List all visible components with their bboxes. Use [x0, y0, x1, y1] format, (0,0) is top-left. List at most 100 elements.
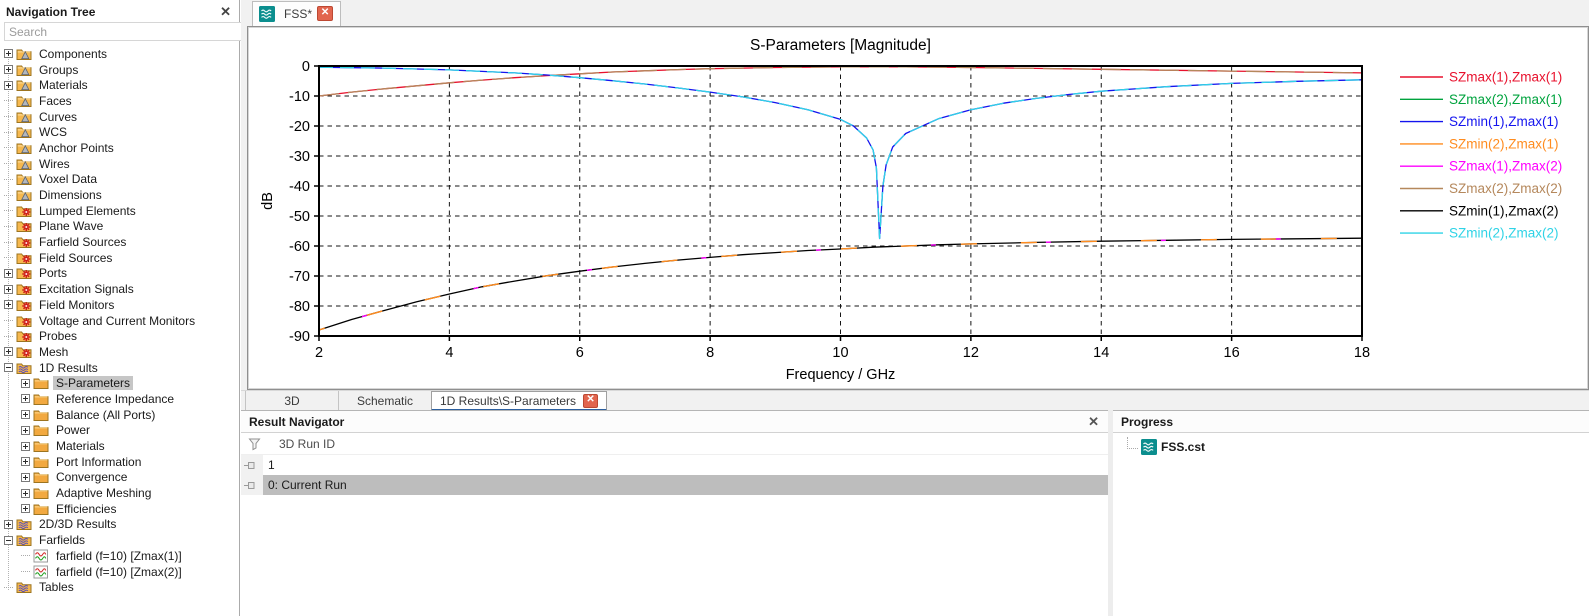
tree-item-farfield-f-10-zmax-1[interactable]: farfield (f=10) [Zmax(1)]: [0, 548, 239, 564]
close-icon[interactable]: ✕: [220, 4, 231, 19]
tree-connector: [4, 147, 13, 149]
close-tab-icon[interactable]: ✕: [317, 6, 334, 21]
run-id-row-0-current-run[interactable]: 0: Current Run: [241, 475, 1108, 495]
x-tick-label: 16: [1224, 345, 1240, 361]
close-tab-icon[interactable]: ✕: [583, 393, 599, 408]
tree-item-plane-wave[interactable]: Plane Wave: [0, 219, 239, 235]
tree-item-farfield-sources[interactable]: Farfield Sources: [0, 234, 239, 250]
tree-item-adaptive-meshing[interactable]: Adaptive Meshing: [0, 485, 239, 501]
view-tab-schematic[interactable]: Schematic: [338, 391, 431, 411]
curve-reflection: [318, 66, 1363, 97]
expand-icon[interactable]: [21, 504, 30, 514]
tree-item-probes[interactable]: Probes: [0, 328, 239, 344]
tree-item-wcs[interactable]: WCS: [0, 124, 239, 140]
folder-cone-icon: [16, 125, 32, 139]
tree-item-label: Probes: [39, 329, 78, 344]
expand-icon[interactable]: [4, 49, 13, 59]
tree-item-voxel-data[interactable]: Voxel Data: [0, 172, 239, 188]
expand-icon[interactable]: [21, 425, 30, 435]
pin-icon[interactable]: [241, 475, 263, 495]
tree-item-anchor-points[interactable]: Anchor Points: [0, 140, 239, 156]
expand-icon[interactable]: [4, 300, 13, 310]
legend-entry[interactable]: SZmax(1),Zmax(1): [1449, 70, 1562, 85]
expand-icon[interactable]: [21, 457, 30, 467]
legend-entry[interactable]: SZmin(2),Zmax(2): [1449, 226, 1559, 241]
tree-connector: [21, 555, 30, 557]
view-tab-3d[interactable]: 3D: [245, 391, 338, 411]
collapse-icon[interactable]: [4, 535, 13, 545]
tree-item-curves[interactable]: Curves: [0, 109, 239, 125]
expand-icon[interactable]: [4, 519, 13, 529]
expand-icon[interactable]: [21, 488, 30, 498]
y-tick-label: -70: [289, 269, 310, 285]
progress-title: Progress: [1121, 415, 1174, 429]
collapse-icon[interactable]: [4, 363, 13, 373]
legend-entry[interactable]: SZmax(2),Zmax(2): [1449, 181, 1562, 196]
result-navigator-rows: 1 0: Current Run: [241, 455, 1108, 495]
panel-splitter[interactable]: [1108, 410, 1113, 616]
document-tab-fss[interactable]: FSS* ✕: [252, 1, 342, 26]
expand-icon[interactable]: [4, 347, 13, 357]
tree-item-reference-impedance[interactable]: Reference Impedance: [0, 391, 239, 407]
tree-item-tables[interactable]: Tables: [0, 579, 239, 595]
tree-item-dimensions[interactable]: Dimensions: [0, 187, 239, 203]
tree-item-label: Voltage and Current Monitors: [39, 313, 196, 328]
legend-entry[interactable]: SZmax(1),Zmax(2): [1449, 159, 1562, 174]
s-parameters-chart: 2 4 6 8 10 12 14 16 18 0 -10 -20 -30 -40 -50 -60 -70 -80 -…: [260, 37, 1562, 383]
close-icon[interactable]: ✕: [1088, 414, 1099, 429]
tree-item-label: Power: [56, 423, 91, 438]
tree-item-groups[interactable]: Groups: [0, 62, 239, 78]
folder-icon: [33, 392, 49, 406]
tree-item-excitation-signals[interactable]: Excitation Signals: [0, 281, 239, 297]
folder-cone-icon: [16, 141, 32, 155]
tree-item-balance-all-ports[interactable]: Balance (All Ports): [0, 407, 239, 423]
tree-item-2d-3d-results[interactable]: 2D/3D Results: [0, 517, 239, 533]
legend-entry[interactable]: SZmin(2),Zmax(1): [1449, 136, 1559, 151]
tree-item-port-information[interactable]: Port Information: [0, 454, 239, 470]
tree-item-field-sources[interactable]: Field Sources: [0, 250, 239, 266]
tree-connector: [4, 210, 13, 212]
view-tab-bar: 3D Schematic 1D Results\S-Parameters ✕: [241, 390, 1589, 411]
expand-icon[interactable]: [21, 472, 30, 482]
expand-icon[interactable]: [21, 378, 30, 388]
tree-item-label: Field Monitors: [39, 297, 115, 312]
tree-item-materials[interactable]: Materials: [0, 438, 239, 454]
chart-icon: [33, 565, 49, 579]
tree-item-mesh[interactable]: Mesh: [0, 344, 239, 360]
expand-icon[interactable]: [21, 394, 30, 404]
expand-icon[interactable]: [4, 65, 13, 75]
run-id-row-1[interactable]: 1: [241, 455, 1108, 475]
tree-item-components[interactable]: Components: [0, 46, 239, 62]
tree-item-materials[interactable]: Materials: [0, 77, 239, 93]
tree-item-convergence[interactable]: Convergence: [0, 470, 239, 486]
curve-transmission: [318, 66, 1363, 240]
tree-item-label: Wires: [39, 156, 70, 171]
tree-item-voltage-and-current-monitors[interactable]: Voltage and Current Monitors: [0, 313, 239, 329]
tree-item-ports[interactable]: Ports: [0, 266, 239, 282]
tree-item-farfield-f-10-zmax-2[interactable]: farfield (f=10) [Zmax(2)]: [0, 564, 239, 580]
filter-funnel-icon[interactable]: [248, 437, 264, 451]
legend-entry[interactable]: SZmin(1),Zmax(2): [1449, 203, 1559, 218]
legend-entry[interactable]: SZmax(2),Zmax(1): [1449, 92, 1562, 107]
progress-item-fss-cst[interactable]: FSS.cst: [1127, 437, 1589, 455]
tree-item-wires[interactable]: Wires: [0, 156, 239, 172]
legend-entry[interactable]: SZmin(1),Zmax(1): [1449, 114, 1559, 129]
tree-item-power[interactable]: Power: [0, 423, 239, 439]
expand-icon[interactable]: [21, 441, 30, 451]
expand-icon[interactable]: [4, 268, 13, 278]
tree-item-s-parameters[interactable]: S-Parameters: [0, 375, 239, 391]
expand-icon[interactable]: [4, 284, 13, 294]
search-input[interactable]: [4, 22, 242, 41]
tree-item-lumped-elements[interactable]: Lumped Elements: [0, 203, 239, 219]
expand-icon[interactable]: [21, 410, 30, 420]
expand-icon[interactable]: [4, 80, 13, 90]
pin-icon[interactable]: [241, 455, 263, 475]
tree-item-efficiencies[interactable]: Efficiencies: [0, 501, 239, 517]
view-tab-1d-results-s-parameters[interactable]: 1D Results\S-Parameters ✕: [431, 391, 608, 411]
tree-connector: [4, 131, 13, 133]
tree-item-field-monitors[interactable]: Field Monitors: [0, 297, 239, 313]
tree-item-label: Curves: [39, 109, 78, 124]
tree-item-farfields[interactable]: Farfields: [0, 532, 239, 548]
tree-item-faces[interactable]: Faces: [0, 93, 239, 109]
tree-item-1d-results[interactable]: 1D Results: [0, 360, 239, 376]
